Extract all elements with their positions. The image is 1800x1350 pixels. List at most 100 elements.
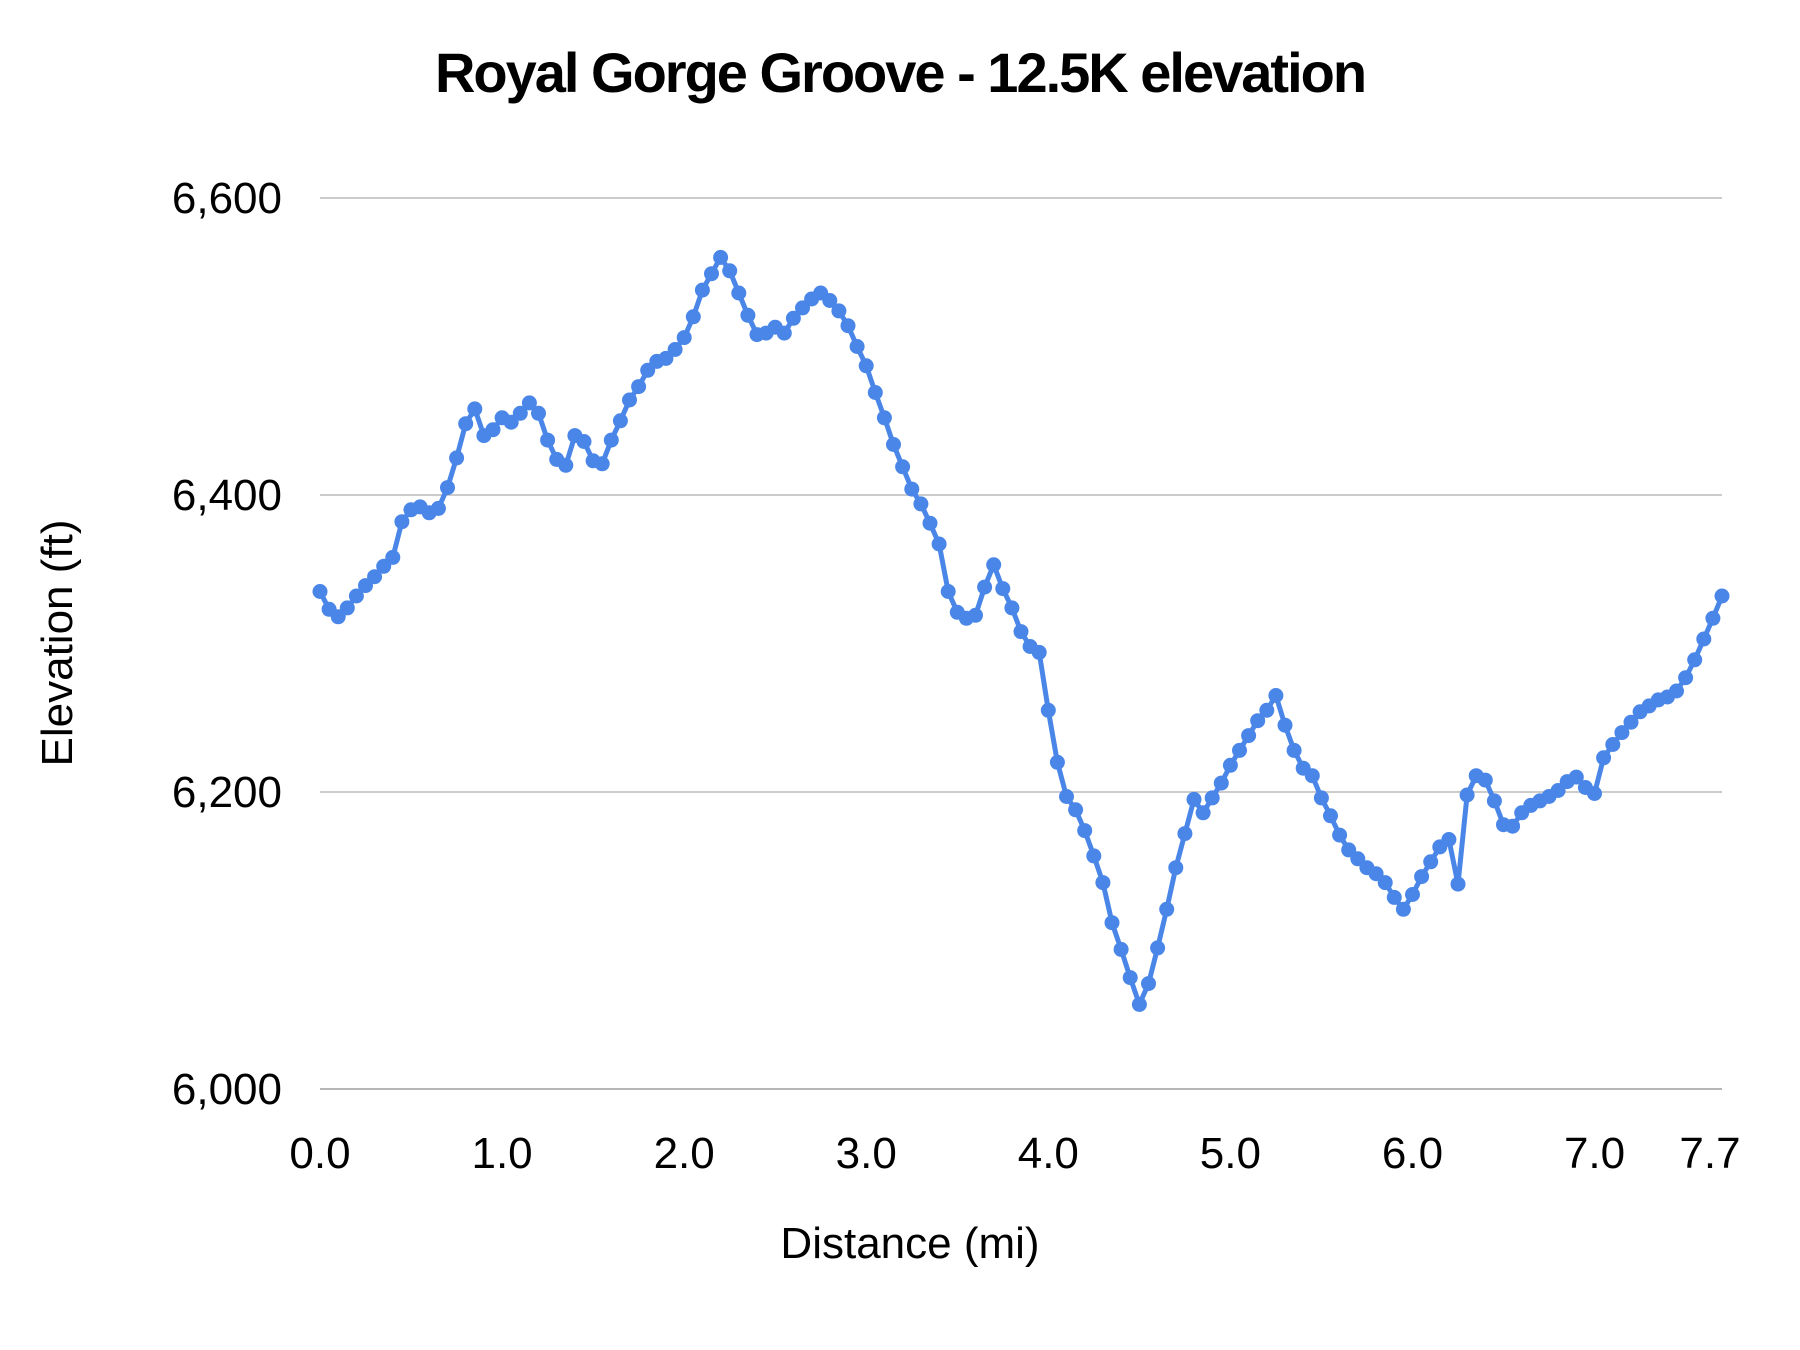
- data-point: [1013, 624, 1029, 640]
- data-point: [1049, 754, 1065, 770]
- data-point: [531, 405, 546, 421]
- data-point: [558, 457, 574, 473]
- data-point: [430, 500, 446, 516]
- data-point: [1505, 818, 1521, 834]
- data-point: [467, 401, 483, 417]
- data-point: [1705, 610, 1721, 626]
- data-point: [1568, 769, 1584, 785]
- data-point: [831, 303, 847, 319]
- data-point: [1423, 854, 1439, 870]
- data-point: [1669, 683, 1684, 699]
- x-tick-label: 1.0: [471, 1129, 532, 1178]
- data-point: [1377, 875, 1393, 891]
- data-point: [1150, 940, 1166, 956]
- y-tick-label: 6,000: [172, 1065, 282, 1114]
- data-point: [1095, 875, 1111, 891]
- data-point: [1213, 775, 1229, 791]
- data-point: [849, 339, 865, 354]
- data-point: [1068, 802, 1084, 818]
- data-point: [1168, 860, 1184, 876]
- data-point: [1405, 887, 1420, 902]
- data-point: [840, 318, 856, 334]
- data-point: [968, 607, 983, 623]
- data-point: [385, 549, 401, 565]
- data-point: [339, 600, 355, 616]
- data-point: [1195, 805, 1211, 821]
- data-point: [986, 557, 1002, 573]
- data-point: [704, 266, 719, 282]
- x-tick-label: 6.0: [1382, 1129, 1443, 1178]
- data-point: [1441, 832, 1457, 847]
- data-point: [867, 385, 883, 400]
- data-point: [1696, 631, 1712, 647]
- data-point: [1059, 789, 1074, 804]
- data-point: [1395, 901, 1411, 917]
- data-point: [676, 330, 692, 346]
- data-point: [1304, 768, 1320, 784]
- data-point: [1177, 826, 1193, 842]
- data-point: [722, 263, 738, 279]
- data-point: [1596, 750, 1612, 766]
- data-point: [485, 422, 501, 438]
- data-point: [886, 437, 901, 452]
- data-point: [1141, 976, 1156, 992]
- data-point: [995, 581, 1011, 597]
- data-point: [540, 432, 556, 448]
- data-point: [785, 310, 801, 326]
- data-point: [1286, 742, 1302, 758]
- x-tick-label: 5.0: [1200, 1129, 1261, 1178]
- data-point: [913, 496, 929, 512]
- data-point: [1122, 970, 1138, 986]
- data-point: [458, 416, 474, 432]
- data-point: [1259, 702, 1275, 718]
- y-tick-label: 6,200: [172, 768, 282, 817]
- data-point: [731, 285, 747, 301]
- data-point: [713, 249, 729, 265]
- data-point: [312, 584, 328, 599]
- x-tick-label: 0.0: [289, 1129, 350, 1178]
- data-point: [1250, 713, 1266, 729]
- data-point: [822, 293, 838, 308]
- data-point: [348, 588, 364, 604]
- data-point: [940, 584, 956, 599]
- x-tick-label: 7.0: [1564, 1129, 1625, 1178]
- data-point: [1204, 790, 1220, 806]
- data-point: [904, 481, 920, 497]
- data-point: [512, 405, 528, 421]
- data-point: [603, 432, 619, 448]
- data-point: [594, 456, 610, 472]
- data-point: [922, 515, 938, 531]
- chart-title: Royal Gorge Groove - 12.5K elevation: [434, 41, 1367, 104]
- data-point: [1241, 728, 1257, 744]
- data-point: [776, 325, 792, 341]
- data-point: [1086, 848, 1102, 864]
- data-point: [876, 410, 892, 426]
- data-point: [895, 459, 911, 475]
- data-point: [1605, 737, 1621, 752]
- data-point: [1113, 941, 1129, 957]
- data-point: [667, 342, 683, 357]
- data-point: [1077, 823, 1093, 839]
- data-point: [1222, 757, 1238, 773]
- x-axis-title: Distance (mi): [780, 1219, 1039, 1268]
- data-point: [1678, 670, 1694, 686]
- data-point: [1031, 644, 1047, 660]
- y-axis-title: Elevation (ft): [33, 520, 82, 767]
- data-point: [394, 514, 410, 530]
- data-point: [931, 536, 947, 552]
- data-point: [1614, 725, 1630, 741]
- data-point: [1004, 600, 1020, 616]
- data-point: [1040, 702, 1056, 718]
- data-point: [631, 379, 647, 395]
- data-point: [1414, 869, 1430, 885]
- data-point: [1486, 793, 1502, 809]
- data-point: [1477, 772, 1493, 788]
- data-point: [440, 480, 455, 496]
- data-point: [1313, 790, 1329, 806]
- x-tick-label: 7.7: [1679, 1129, 1740, 1178]
- data-point: [1687, 652, 1703, 668]
- data-point: [1459, 787, 1475, 803]
- data-point: [1159, 901, 1175, 917]
- x-tick-label: 3.0: [836, 1129, 897, 1178]
